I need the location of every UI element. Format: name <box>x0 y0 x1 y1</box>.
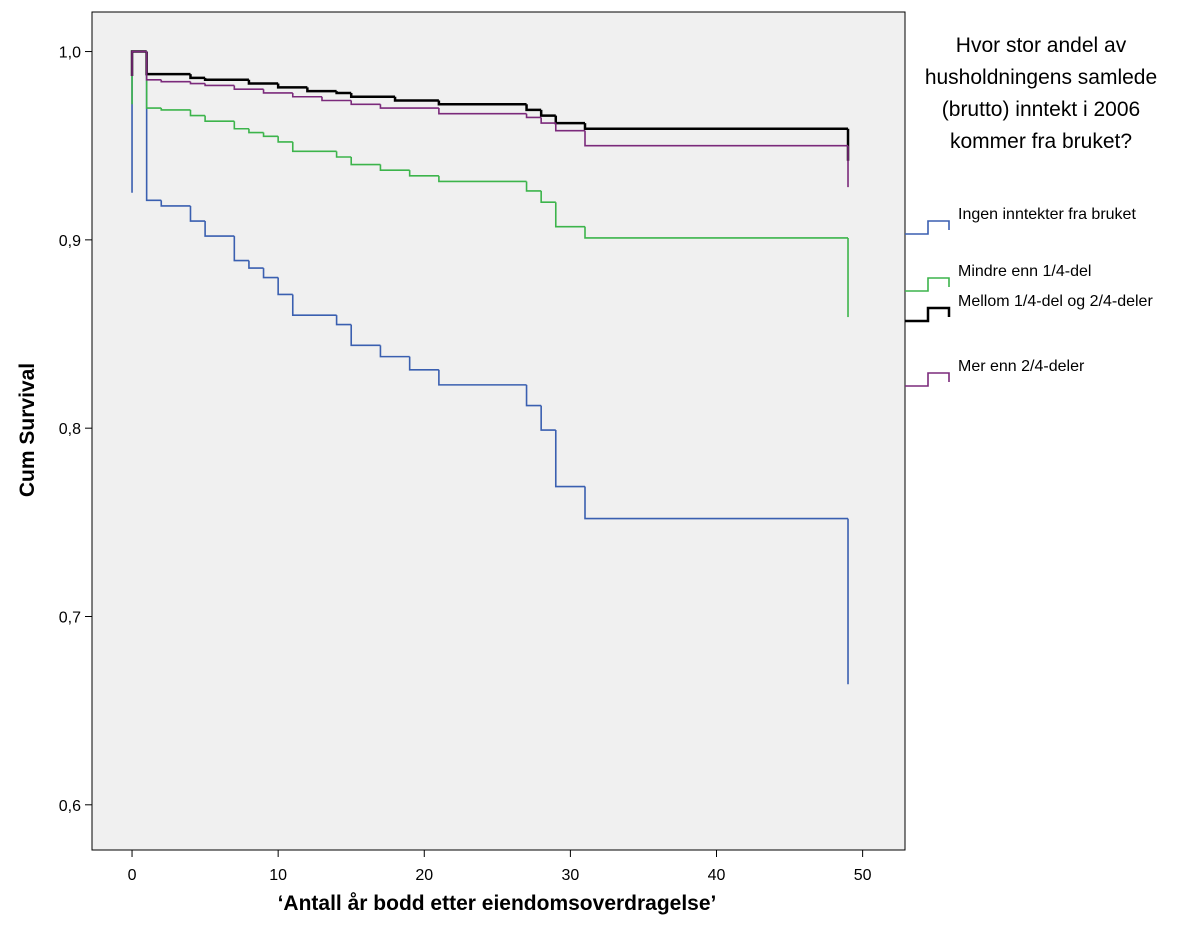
step-segment <box>291 141 337 153</box>
y-tick-label: 0,7 <box>59 609 81 626</box>
step-segment <box>204 83 235 87</box>
step-segment <box>248 260 264 269</box>
legend-icon <box>905 277 950 292</box>
legend-label: Mer enn 2/4-deler <box>958 358 1085 375</box>
step-segment <box>379 104 439 109</box>
legend-swatch <box>905 277 950 292</box>
step-segment <box>525 113 542 119</box>
step-segment <box>189 74 206 80</box>
y-tick-label: 0,9 <box>59 233 81 250</box>
step-segment <box>438 175 527 183</box>
step-segment <box>350 157 381 166</box>
step-segment <box>540 405 556 431</box>
step-segment <box>379 164 410 171</box>
y-tick-label: 0,8 <box>59 421 81 438</box>
step-segment <box>306 87 337 93</box>
step-segment <box>189 205 206 222</box>
y-tick-label: 1,0 <box>59 45 81 62</box>
step-segment <box>554 430 586 488</box>
step-segment <box>540 117 556 124</box>
y-axis-title: Cum Survival <box>16 363 39 497</box>
step-segment <box>438 369 527 386</box>
series <box>131 50 849 188</box>
step-segment <box>145 51 162 81</box>
step-segment <box>350 100 381 106</box>
step-segment <box>525 104 542 112</box>
step-segment <box>204 115 235 123</box>
legend-icon <box>905 372 950 387</box>
x-tick-label: 20 <box>415 867 433 884</box>
step-segment <box>262 268 279 279</box>
step-segment <box>408 170 439 177</box>
y-tick-label: 0,6 <box>59 798 81 815</box>
step-segment <box>233 121 249 130</box>
x-axis-title: ‘Antall år bodd etter eiendomsoverdragel… <box>278 892 717 915</box>
legend-label: Ingen inntekter fra bruket <box>958 206 1136 223</box>
step-segment <box>189 81 206 85</box>
step-segment <box>203 77 249 82</box>
step-segment <box>160 79 191 83</box>
step-segment <box>291 294 337 316</box>
step-segment <box>233 236 249 262</box>
legend-item: Mindre enn 1/4-del <box>905 262 1180 322</box>
legend-icon <box>905 220 950 235</box>
step-segment <box>379 345 410 358</box>
step-segment <box>393 96 439 102</box>
step-segment <box>584 226 849 239</box>
step-segment <box>349 92 396 98</box>
step-segment <box>438 108 527 115</box>
step-segment <box>554 123 586 132</box>
legend-swatch <box>905 220 950 235</box>
legend-swatch <box>905 372 950 387</box>
x-tick-label: 10 <box>269 867 287 884</box>
legend-title: Hvor stor andel av husholdningens samled… <box>924 34 1158 153</box>
plot-area <box>91 11 906 851</box>
step-segment <box>583 123 849 131</box>
step-segment <box>540 190 556 203</box>
legend-item: Mer enn 2/4-deler <box>905 357 1180 417</box>
step-segment <box>291 92 322 98</box>
legend-icon <box>905 306 951 323</box>
step-segment <box>554 202 586 228</box>
step-segment <box>233 85 264 91</box>
step-segment <box>247 79 279 85</box>
step-segment <box>335 151 352 158</box>
step-segment <box>525 384 542 407</box>
x-tick-label: 50 <box>854 867 872 884</box>
step-segment <box>335 91 352 95</box>
x-tick-label: 40 <box>708 867 726 884</box>
legend-label: Mindre enn 1/4-del <box>958 263 1092 280</box>
step-segment <box>189 109 206 117</box>
legend-item: Ingen inntekter fra bruket <box>905 205 1180 265</box>
legend-label: Mellom 1/4-del og 2/4-deler <box>958 293 1153 310</box>
step-segment <box>277 277 293 296</box>
step-segment <box>584 130 849 147</box>
x-tick-label: 30 <box>561 867 579 884</box>
step-segment <box>539 109 556 117</box>
step-segment <box>276 83 308 89</box>
step-segment <box>262 132 279 138</box>
legend-swatch <box>905 306 951 323</box>
step-segment <box>160 200 191 207</box>
step-segment <box>408 356 439 371</box>
step-segment <box>584 486 849 520</box>
step-segment <box>204 221 235 237</box>
step-segment <box>335 315 352 326</box>
step-segment <box>248 128 264 134</box>
step-segment <box>437 100 527 106</box>
step-segment <box>131 50 147 77</box>
legend-item: Mellom 1/4-del og 2/4-deler <box>905 292 1180 352</box>
x-tick-label: 0 <box>128 867 137 884</box>
step-segment <box>262 89 293 94</box>
step-segment <box>350 324 381 347</box>
step-segment <box>525 181 542 192</box>
step-segment <box>321 96 352 102</box>
step-segment <box>160 108 191 111</box>
step-segment <box>277 136 293 143</box>
